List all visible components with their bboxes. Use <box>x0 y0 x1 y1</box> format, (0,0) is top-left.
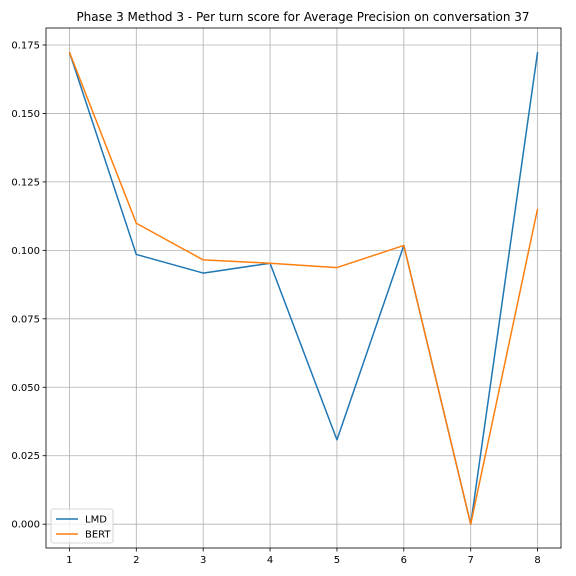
y-tick-label: 0.175 <box>11 40 40 51</box>
x-tick-label: 8 <box>534 555 540 566</box>
x-axis: 1 2 3 4 5 6 7 8 <box>66 548 541 566</box>
grid <box>46 28 561 548</box>
plot-frame <box>45 27 562 549</box>
y-tick-label: 0.075 <box>11 314 40 325</box>
x-tick-label: 2 <box>133 555 139 566</box>
series-line-bert <box>68 51 539 525</box>
series-line-lmd <box>68 51 539 525</box>
x-tick-label: 3 <box>200 555 206 566</box>
y-tick-label: 0.150 <box>11 109 40 120</box>
x-tick-label: 4 <box>267 555 273 566</box>
x-tick-label: 1 <box>66 555 72 566</box>
legend-label-bert: BERT <box>85 530 111 541</box>
y-tick-label: 0.025 <box>11 451 40 462</box>
legend: LMD BERT <box>50 508 114 544</box>
y-tick-label: 0.100 <box>11 246 40 257</box>
series-lines <box>68 51 539 525</box>
y-axis: 0.000 0.025 0.050 0.075 0.100 0.125 0.150 0.175 <box>11 40 46 531</box>
legend-label-lmd: LMD <box>85 515 107 526</box>
x-tick-label: 5 <box>334 555 340 566</box>
y-tick-label: 0.000 <box>11 520 40 531</box>
y-tick-label: 0.125 <box>11 177 40 188</box>
x-tick-label: 6 <box>401 555 407 566</box>
y-tick-label: 0.050 <box>11 383 40 394</box>
chart-title: Phase 3 Method 3 - Per turn score for Av… <box>76 10 529 24</box>
x-tick-label: 7 <box>468 555 474 566</box>
